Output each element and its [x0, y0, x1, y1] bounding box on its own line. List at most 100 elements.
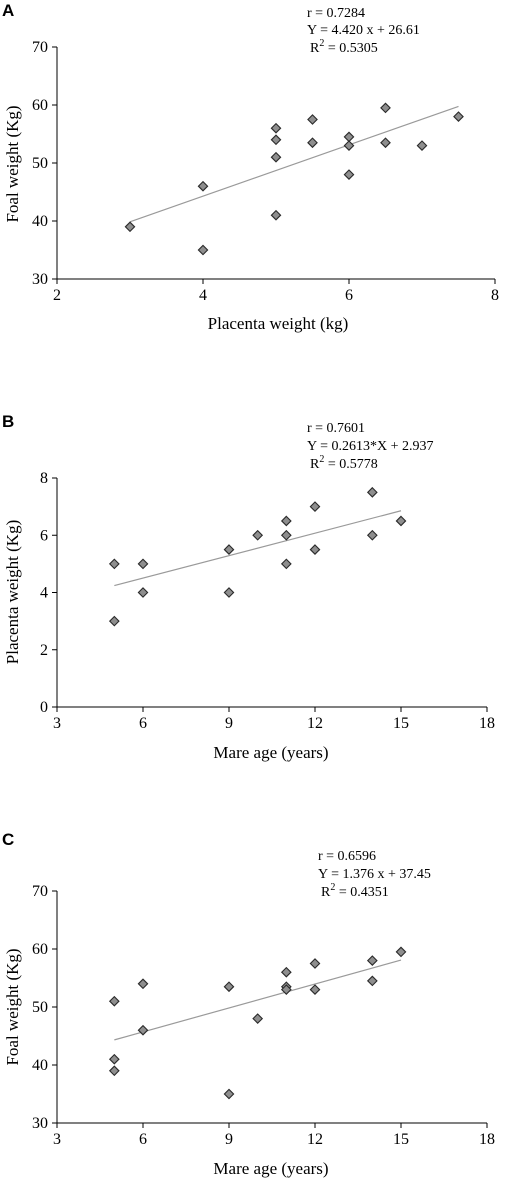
data-point [366, 955, 378, 966]
y-tick-label: 2 [40, 642, 48, 659]
y-tick-label: 4 [40, 585, 48, 602]
data-point [380, 137, 391, 149]
data-point [270, 151, 282, 163]
y-tick-label: 70 [32, 39, 48, 56]
data-point [366, 529, 378, 541]
x-tick-label: 3 [53, 715, 61, 732]
data-point [307, 137, 318, 149]
x-axis-title: Mare age (years) [213, 1159, 328, 1178]
x-tick-label: 18 [479, 1131, 495, 1148]
y-tick-label: 50 [32, 155, 48, 172]
data-point [223, 544, 235, 555]
y-tick-label: 30 [32, 1115, 48, 1132]
y-tick-label: 8 [40, 470, 48, 487]
data-point [252, 1013, 264, 1024]
data-point [309, 501, 321, 513]
x-tick-label: 9 [225, 715, 233, 732]
x-tick-label: 4 [199, 287, 207, 304]
r-squared-text: R2 = 0.5305 [310, 38, 378, 56]
data-point [270, 134, 282, 146]
y-tick-label: 0 [40, 699, 48, 716]
data-point [197, 244, 209, 256]
data-point [380, 102, 391, 114]
x-tick-label: 6 [345, 287, 353, 304]
data-point [108, 615, 120, 627]
data-point [280, 529, 292, 541]
x-tick-label: 15 [393, 715, 409, 732]
panel-b: B r = 0.7601 Y = 0.2613*X + 2.937 R2 = 0… [2, 412, 495, 762]
data-point [416, 140, 428, 151]
data-point [309, 544, 321, 555]
data-point [280, 515, 292, 527]
x-tick-label: 18 [479, 715, 495, 732]
data-point [343, 169, 355, 180]
data-point [343, 140, 355, 151]
regression-equation: Y = 4.420 x + 26.61 [307, 23, 420, 38]
y-tick-label: 50 [32, 999, 48, 1016]
correlation-text: r = 0.7284 [307, 6, 365, 21]
data-point [223, 981, 235, 993]
data-point [223, 587, 235, 598]
panel-c: C r = 0.6596 Y = 1.376 x + 37.45 R2 = 0.… [2, 830, 495, 1178]
regression-line [129, 105, 459, 223]
data-point [280, 966, 292, 978]
data-point [309, 958, 321, 969]
y-tick-label: 30 [32, 271, 48, 288]
x-tick-label: 9 [225, 1131, 233, 1148]
y-tick-label: 6 [40, 527, 48, 544]
correlation-text: r = 0.7601 [307, 421, 365, 436]
x-tick-label: 2 [53, 287, 61, 304]
panel-label: C [2, 830, 14, 849]
data-point [270, 209, 282, 221]
data-point [137, 978, 149, 990]
y-tick-label: 40 [32, 213, 48, 230]
data-point [124, 221, 136, 233]
data-point [252, 529, 264, 541]
r-squared-text: R2 = 0.5778 [310, 454, 378, 472]
data-point [280, 558, 292, 570]
data-point [108, 558, 120, 570]
data-point [395, 515, 407, 527]
data-point [108, 995, 120, 1007]
panel-a: A r = 0.7284 Y = 4.420 x + 26.61 R2 = 0.… [2, 1, 499, 333]
regression-stats: r = 0.6596 Y = 1.376 x + 37.45 R2 = 0.43… [318, 849, 431, 900]
regression-equation: Y = 1.376 x + 37.45 [318, 867, 431, 882]
x-tick-label: 12 [307, 715, 323, 732]
y-tick-label: 60 [32, 941, 48, 958]
y-axis-title: Placenta weight (Kg) [3, 520, 22, 664]
y-tick-label: 60 [32, 97, 48, 114]
y-axis-title: Foal weight (Kg) [3, 948, 22, 1065]
x-tick-label: 12 [307, 1131, 323, 1148]
regression-equation: Y = 0.2613*X + 2.937 [307, 439, 434, 454]
panel-label: A [2, 1, 14, 20]
correlation-text: r = 0.6596 [318, 849, 376, 864]
data-point [137, 558, 149, 570]
x-tick-label: 15 [393, 1131, 409, 1148]
data-point [108, 1053, 120, 1065]
x-axis-title: Mare age (years) [213, 743, 328, 762]
y-tick-label: 70 [32, 883, 48, 900]
regression-stats: r = 0.7284 Y = 4.420 x + 26.61 R2 = 0.53… [307, 6, 420, 56]
data-point [137, 587, 149, 598]
data-point [307, 114, 318, 125]
x-tick-label: 8 [491, 287, 499, 304]
data-point [309, 984, 321, 995]
data-point [395, 946, 407, 958]
panel-label: B [2, 412, 14, 431]
data-point [270, 122, 282, 134]
data-point [108, 1065, 120, 1077]
x-tick-label: 6 [139, 1131, 147, 1148]
r-squared-text: R2 = 0.4351 [321, 882, 389, 900]
y-tick-label: 40 [32, 1057, 48, 1074]
y-axis-title: Foal weight (Kg) [3, 105, 22, 222]
data-point [343, 131, 355, 143]
regression-line [114, 959, 402, 1041]
data-point [280, 984, 292, 995]
x-tick-label: 3 [53, 1131, 61, 1148]
regression-line [114, 510, 402, 587]
data-point [366, 975, 378, 987]
x-tick-label: 6 [139, 715, 147, 732]
data-point [197, 180, 209, 192]
data-point [223, 1088, 235, 1100]
